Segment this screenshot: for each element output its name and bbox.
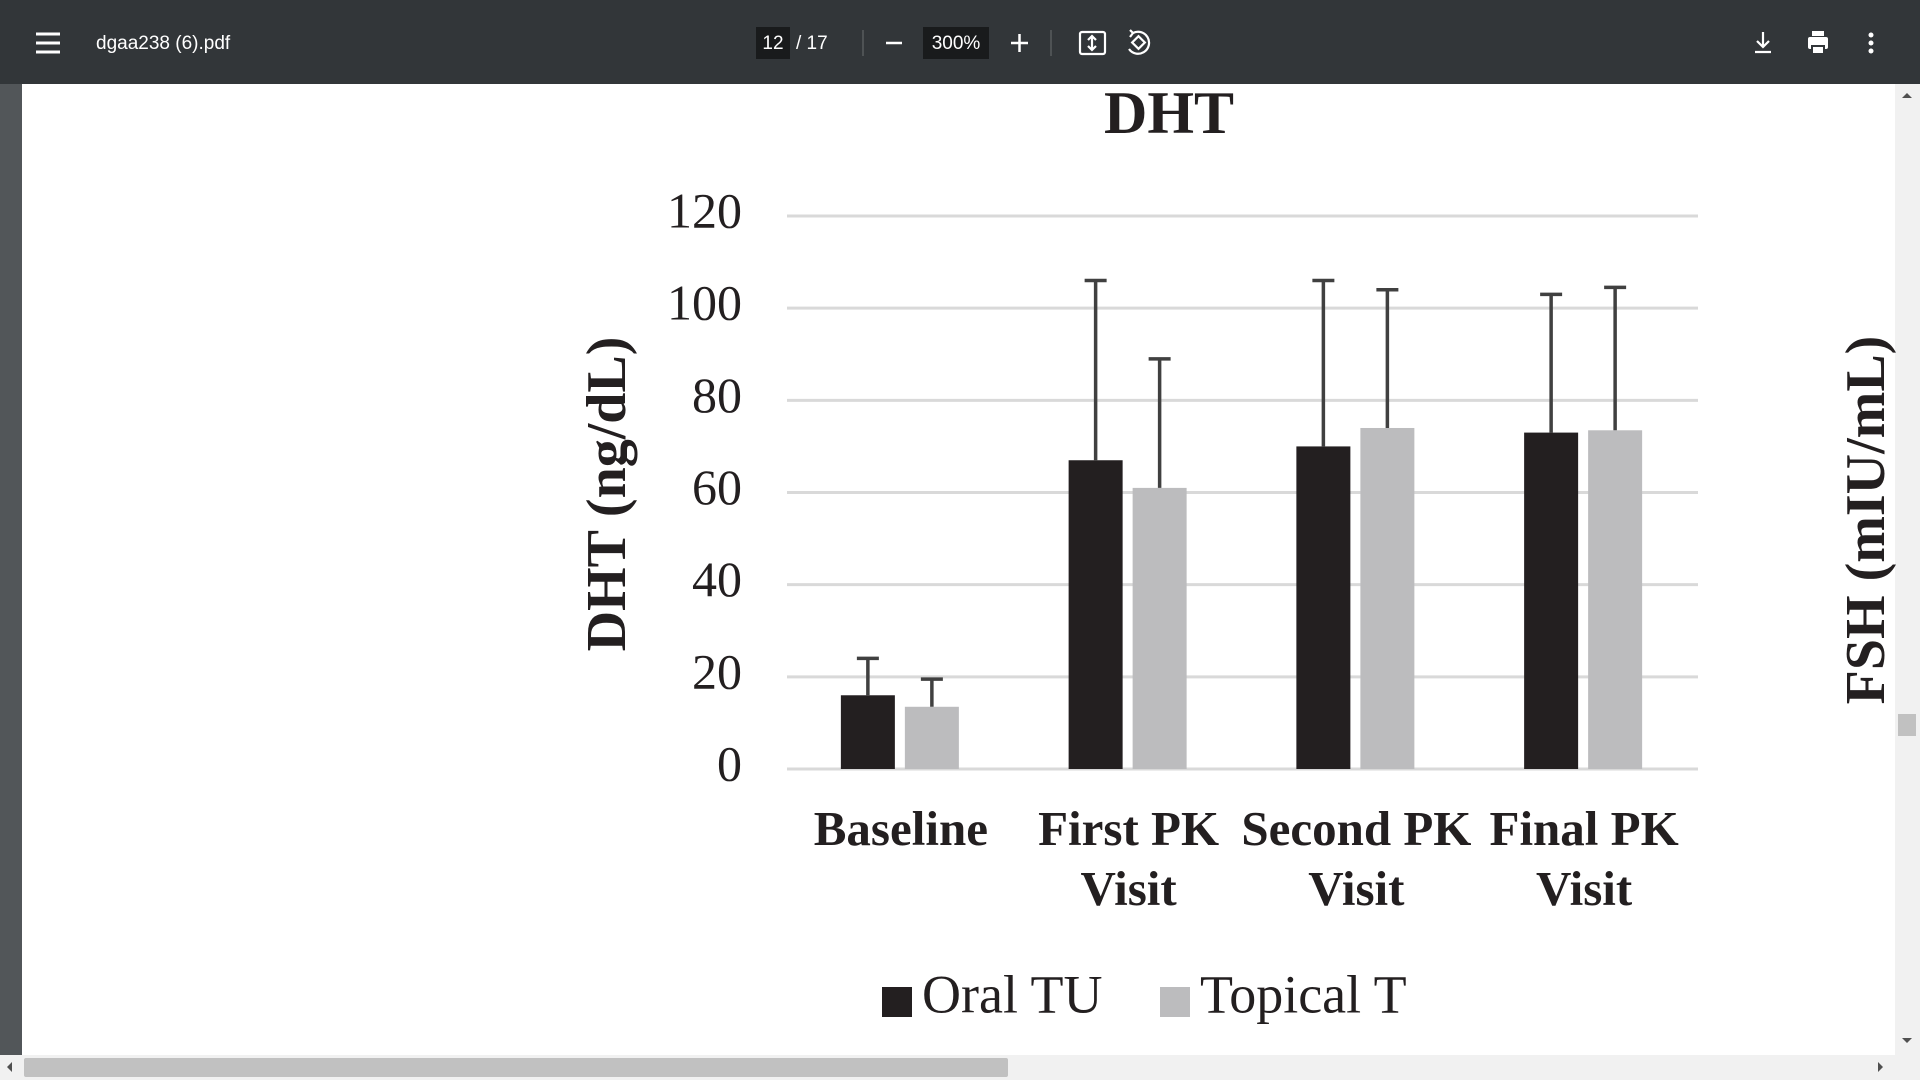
bar	[1132, 487, 1187, 769]
y-tick-label: 20	[692, 643, 742, 699]
x-tick-label: Final PK Visit	[1489, 801, 1679, 916]
y-tick-label: 80	[692, 367, 742, 423]
bar	[1588, 430, 1643, 769]
error-bar	[1376, 287, 1399, 428]
legend-swatch	[1160, 987, 1190, 1017]
error-bar	[920, 677, 943, 707]
pdf-page	[22, 84, 1895, 1055]
zoom-in[interactable]	[1011, 34, 1028, 52]
next-chart-y-label: FSH (mIU/mL)	[1835, 336, 1897, 705]
y-tick-label: 40	[692, 551, 742, 607]
bar	[904, 706, 959, 769]
bar	[1296, 446, 1351, 769]
h-scroll-thumb[interactable]	[24, 1058, 1008, 1077]
y-axis-label: DHT (ng/dL)	[576, 337, 638, 652]
y-tick-label: 100	[667, 275, 742, 331]
zoom-level[interactable]: 300%	[932, 33, 981, 54]
v-scrollbar[interactable]	[1895, 84, 1920, 1055]
error-bar	[1312, 278, 1335, 447]
page-total: / 17	[796, 33, 828, 54]
error-bar	[1540, 292, 1563, 433]
legend-label: Oral TU	[922, 964, 1102, 1024]
legend-label: Topical T	[1200, 964, 1407, 1024]
y-tick-label: 0	[717, 735, 742, 791]
print[interactable]	[1808, 31, 1828, 55]
page-current[interactable]: 12	[762, 33, 783, 54]
chart-title: DHT	[1104, 80, 1234, 146]
error-bar	[1084, 278, 1107, 461]
x-tick-label: Baseline	[813, 801, 988, 856]
zoom-input[interactable]	[923, 27, 989, 59]
menu-button[interactable]	[36, 32, 60, 54]
side-gutter	[0, 84, 22, 1080]
y-tick-label: 60	[692, 459, 742, 515]
x-tick-label: Second PK Visit	[1241, 801, 1472, 916]
fit-page[interactable]	[1078, 30, 1107, 56]
more-actions[interactable]	[1868, 32, 1874, 54]
error-bar	[1604, 285, 1627, 431]
x-tick-label: First PK Visit	[1038, 801, 1220, 916]
bar	[1068, 460, 1123, 769]
download[interactable]	[1755, 32, 1771, 54]
error-bar	[856, 656, 879, 696]
bar	[1524, 432, 1579, 769]
error-bar	[1148, 357, 1171, 488]
bar	[840, 695, 895, 769]
legend-swatch	[882, 987, 912, 1017]
v-scroll-thumb[interactable]	[1898, 714, 1916, 736]
bar	[1360, 427, 1415, 769]
file-name: dgaa238 (6).pdf	[96, 33, 231, 54]
page-input[interactable]	[756, 27, 790, 59]
rotate[interactable]	[1128, 29, 1151, 55]
y-tick-label: 120	[667, 182, 742, 238]
